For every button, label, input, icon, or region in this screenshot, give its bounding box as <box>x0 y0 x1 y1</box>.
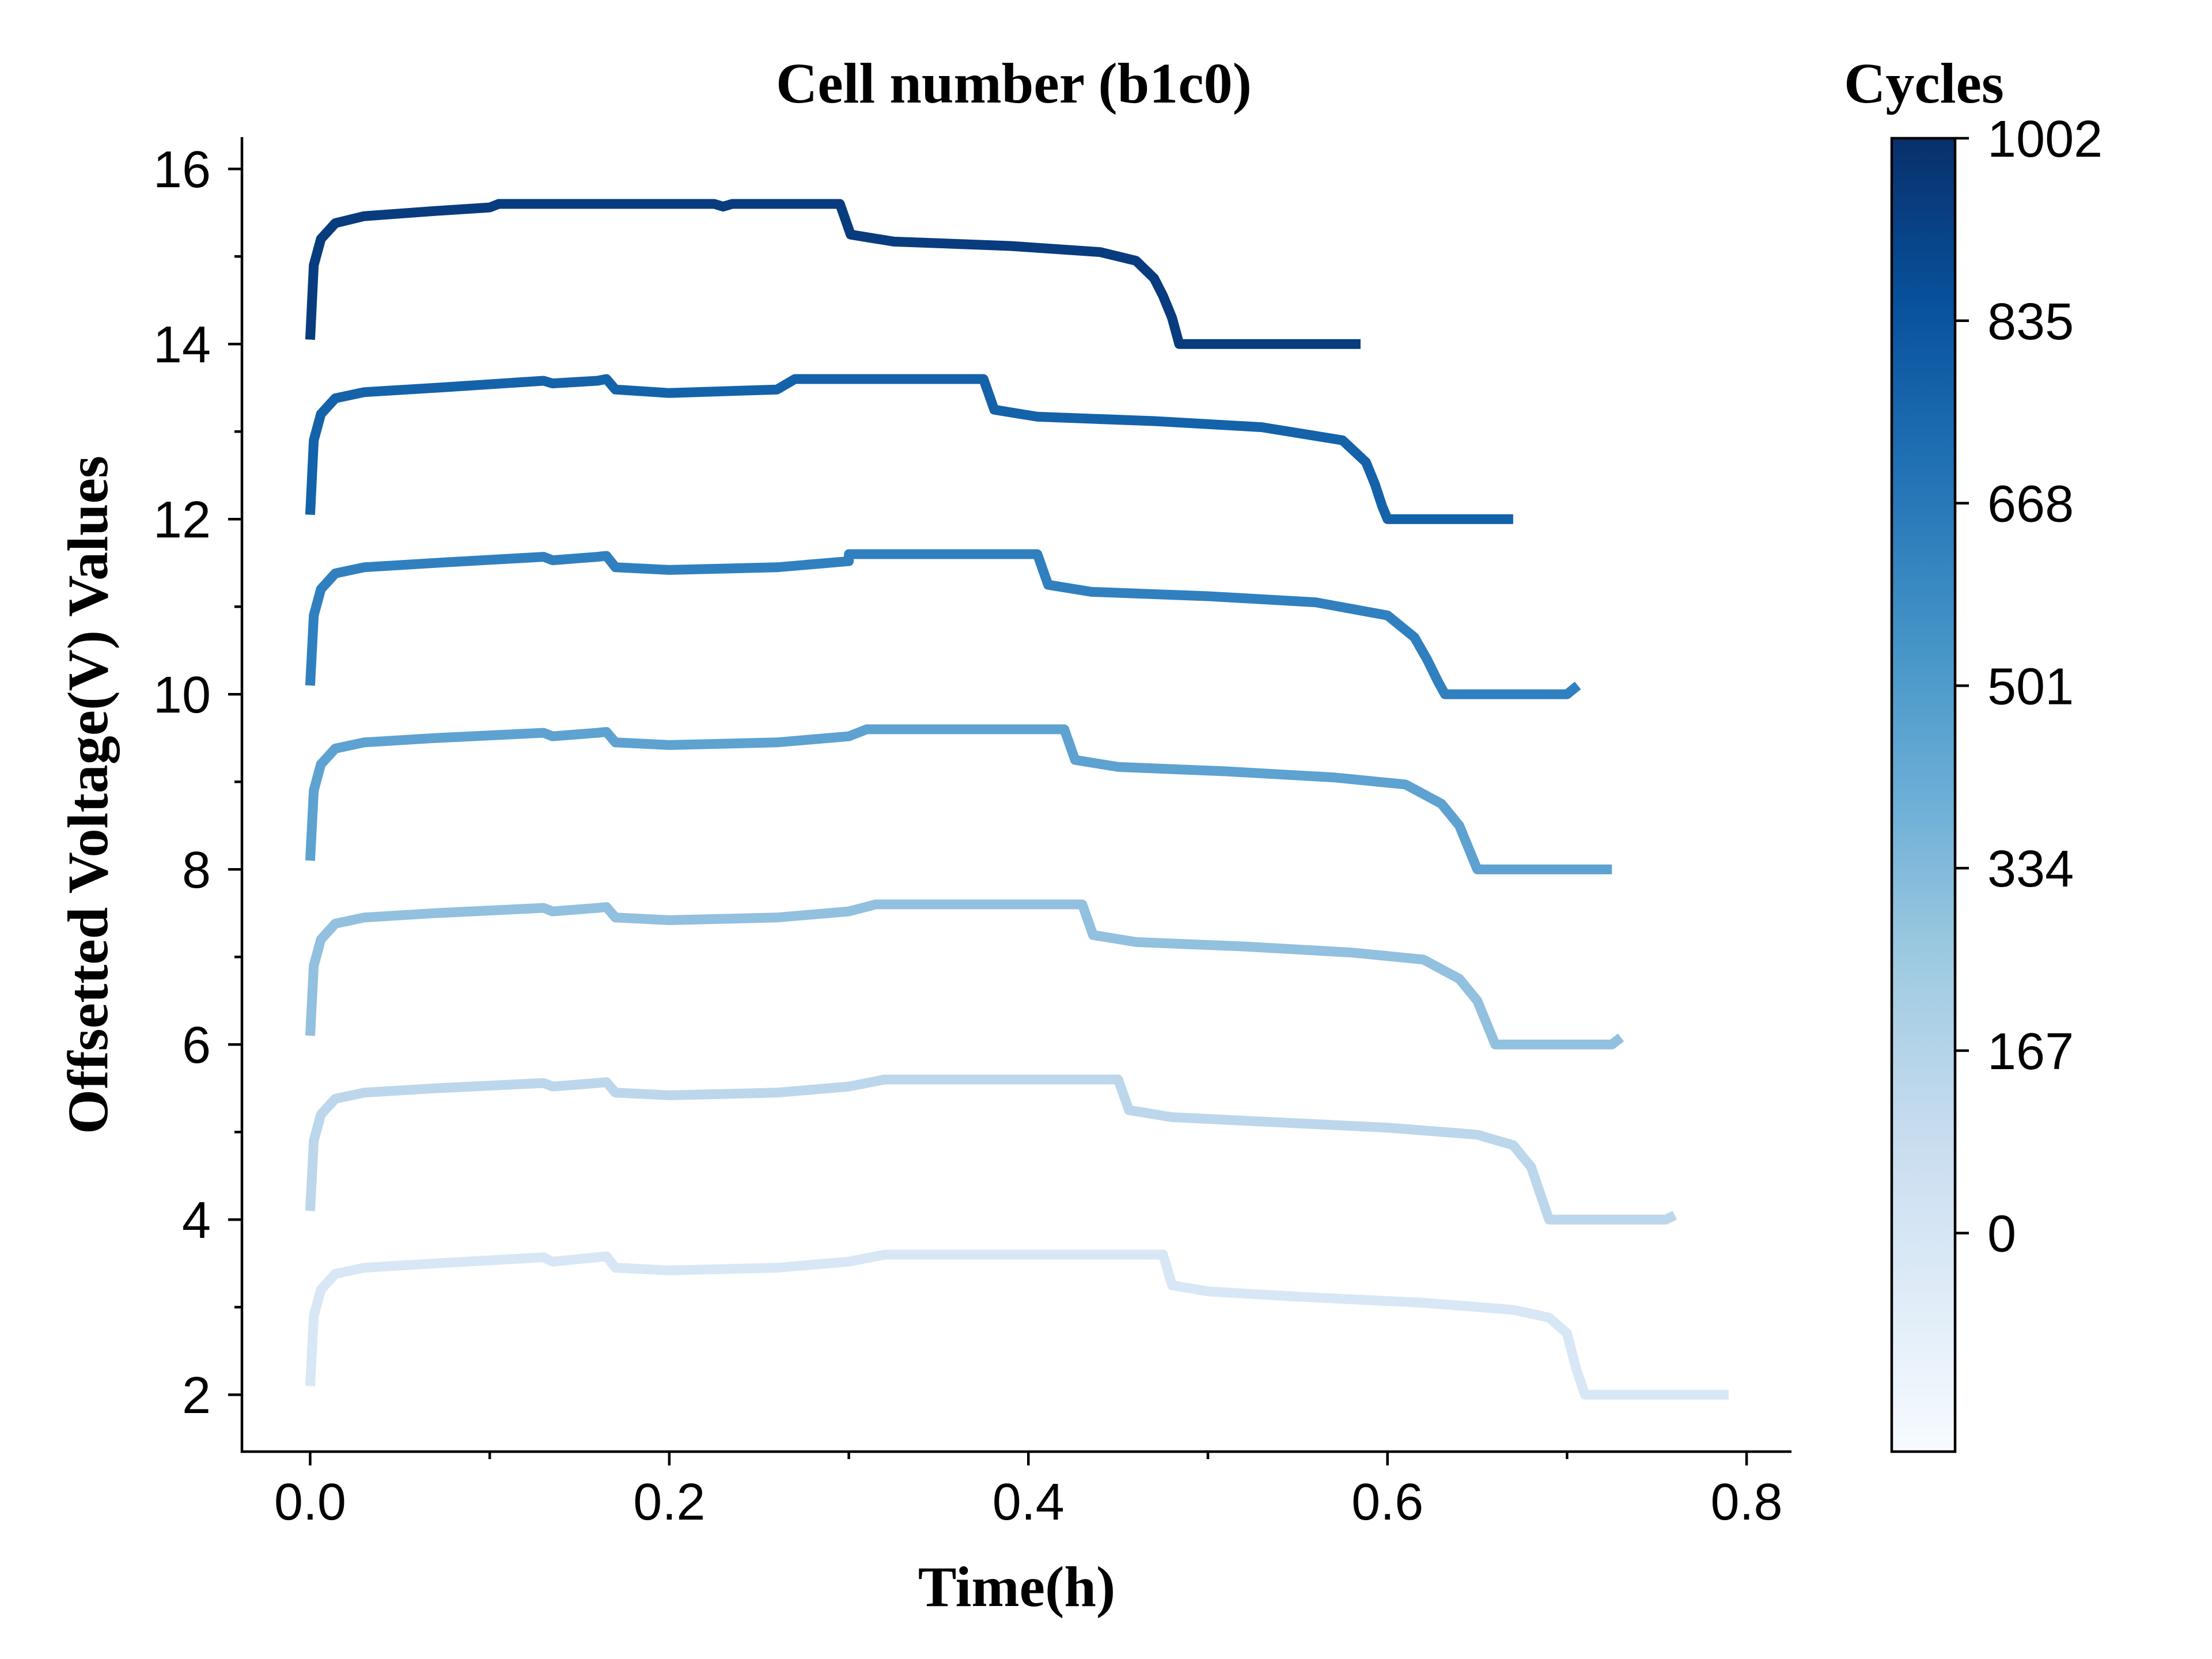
series-line-cycle-1002 <box>305 199 1361 349</box>
colorbar-label: Cycles <box>1844 51 2004 115</box>
x-tick-label: 0.8 <box>1711 1474 1783 1531</box>
colorbar-tick-label: 334 <box>1987 840 2074 898</box>
y-tick-label: 16 <box>153 141 211 199</box>
series-line-cycle-0 <box>305 1249 1729 1400</box>
x-tick-label: 0.4 <box>993 1474 1065 1531</box>
series-line-cycle-334 <box>305 899 1624 1050</box>
colorbar-tick-label: 668 <box>1987 476 2074 533</box>
series-line-cycle-501 <box>305 724 1612 874</box>
y-tick-label: 2 <box>182 1367 211 1425</box>
plot-series <box>305 199 1729 1400</box>
y-ticks: 2 4 6 8 10 12 14 16 <box>153 141 242 1425</box>
x-axis-label: Time(h) <box>918 1555 1116 1619</box>
colorbar-gradient <box>1890 137 1957 1453</box>
y-tick-label: 10 <box>153 666 211 724</box>
y-tick-label: 14 <box>153 316 211 374</box>
colorbar-tick-label: 501 <box>1987 658 2074 715</box>
colorbar: Cycles 1002 835 668 501 334 167 0 <box>1844 51 2103 1453</box>
y-tick-label: 8 <box>182 842 211 899</box>
series-line-cycle-668 <box>305 549 1581 699</box>
x-ticks: 0.0 0.2 0.4 0.6 0.8 <box>274 1452 1783 1531</box>
x-tick-label: 0.0 <box>274 1474 346 1531</box>
series-line-cycle-835 <box>305 374 1513 524</box>
y-tick-label: 4 <box>182 1192 211 1249</box>
chart-title: Cell number (b1c0) <box>776 51 1252 115</box>
colorbar-tick-label: 0 <box>1987 1206 2016 1263</box>
y-axis-label: Offsetted Voltage(V) Values <box>56 456 120 1134</box>
colorbar-tick-label: 835 <box>1987 293 2074 351</box>
colorbar-tick-label: 1002 <box>1987 111 2103 168</box>
x-tick-label: 0.2 <box>633 1474 705 1531</box>
colorbar-ticks: 1002 835 668 501 334 167 0 <box>1955 111 2103 1263</box>
y-tick-label: 12 <box>153 491 211 549</box>
x-tick-label: 0.6 <box>1351 1474 1423 1531</box>
y-tick-label: 6 <box>182 1017 211 1074</box>
series-line-cycle-167 <box>305 1074 1677 1225</box>
colorbar-tick-label: 167 <box>1987 1023 2074 1081</box>
